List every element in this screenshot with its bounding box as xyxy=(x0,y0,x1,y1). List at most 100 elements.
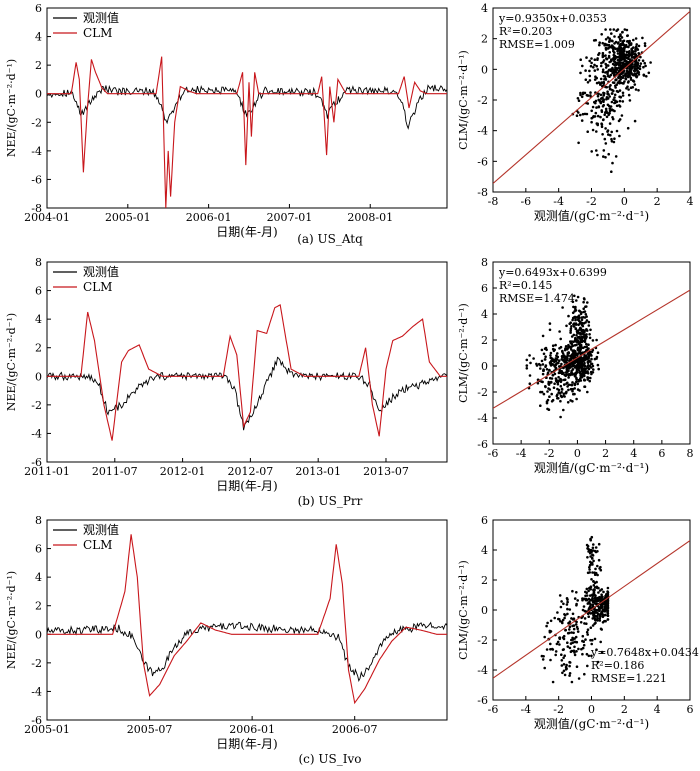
scatter-point xyxy=(580,339,584,343)
scatter-panel: -6 -4 -2 0 2 4 6 8 -6 -4 -2 0 2 4 6 8 观测值/(gC·m⁻²·d⁻¹) CL… xyxy=(457,256,694,475)
scatter-point xyxy=(562,669,566,673)
scatter-point xyxy=(597,92,600,96)
scatter-point xyxy=(528,354,531,357)
x-tick-label: 4 xyxy=(687,195,694,208)
scatter-point xyxy=(584,69,587,72)
scatter-point xyxy=(584,333,587,337)
y-tick-label: 6 xyxy=(481,282,488,295)
scatter-point xyxy=(583,361,586,365)
scatter-point xyxy=(635,67,638,70)
scatter-point xyxy=(588,551,592,555)
y-axis-label: NEE/(gC·m⁻²·d⁻¹) xyxy=(5,59,18,157)
scatter-point xyxy=(540,348,544,352)
scatter-point xyxy=(577,99,581,102)
scatter-point xyxy=(575,665,579,668)
scatter-point xyxy=(589,555,592,558)
scatter-point xyxy=(597,98,600,102)
scatter-point xyxy=(597,542,601,546)
scatter-point xyxy=(597,591,600,594)
scatter-point xyxy=(619,33,622,36)
scatter-point xyxy=(598,606,602,610)
scatter-point xyxy=(596,351,600,355)
scatter-point xyxy=(607,104,611,108)
scatter-point xyxy=(621,100,625,103)
scatter-point xyxy=(629,66,632,70)
scatter-point xyxy=(637,52,640,55)
scatter-point xyxy=(643,42,647,45)
scatter-point xyxy=(525,364,529,367)
scatter-point xyxy=(546,621,549,625)
scatter-point xyxy=(568,660,571,664)
scatter-point xyxy=(586,360,590,364)
scatter-point xyxy=(547,408,551,412)
scatter-point xyxy=(546,390,549,393)
scatter-point xyxy=(620,56,624,59)
scatter-point xyxy=(582,643,586,647)
scatter-point xyxy=(561,671,564,675)
scatter-point xyxy=(566,351,570,355)
scatter-point xyxy=(591,624,595,627)
scatter-point xyxy=(587,547,590,551)
scatter-point xyxy=(622,64,625,68)
time-series-panel: 2004-01 2005-01 2006-01 2007-01 2008-01 -8 -6 -… xyxy=(5,2,448,246)
scatter-point xyxy=(558,636,562,639)
scatter-point xyxy=(634,88,638,91)
scatter-point xyxy=(621,82,624,85)
scatter-point xyxy=(600,61,603,65)
scatter-point xyxy=(564,374,567,378)
panel-caption: (a) US_Atq xyxy=(297,232,363,246)
scatter-point xyxy=(634,49,637,53)
scatter-point xyxy=(581,91,585,95)
scatter-point xyxy=(578,309,581,313)
scatter-point xyxy=(632,55,636,59)
scatter-point xyxy=(574,322,578,325)
scatter-point xyxy=(596,114,600,118)
x-tick-label: -2 xyxy=(586,195,597,208)
scatter-point xyxy=(556,355,560,359)
scatter-point xyxy=(606,111,609,114)
scatter-point xyxy=(557,388,561,392)
scatter-point xyxy=(580,369,584,373)
scatter-point xyxy=(559,415,562,419)
scatter-point xyxy=(587,601,590,605)
scatter-point xyxy=(597,105,601,109)
scatter-point xyxy=(561,306,564,309)
scatter-point xyxy=(601,51,605,55)
scatter-point xyxy=(543,666,546,670)
scatter-point xyxy=(557,359,561,363)
scatter-point xyxy=(569,399,572,402)
scatter-point xyxy=(548,369,551,372)
scatter-point xyxy=(543,358,547,361)
scatter-point xyxy=(600,593,603,596)
scatter-point xyxy=(618,45,621,48)
scatter-point xyxy=(549,658,552,662)
y-tick-label: 0 xyxy=(35,370,42,383)
scatter-point xyxy=(592,115,595,118)
scatter-point xyxy=(613,93,617,97)
y-tick-label: 2 xyxy=(481,33,488,46)
scatter-point xyxy=(604,54,607,57)
scatter-point xyxy=(561,352,565,355)
scatter-point xyxy=(560,664,564,667)
scatter-point xyxy=(589,328,592,332)
y-tick-label: -6 xyxy=(477,155,488,168)
scatter-point xyxy=(604,601,608,604)
scatter-point xyxy=(610,130,613,134)
scatter-point xyxy=(558,330,561,333)
y-tick-label: 6 xyxy=(35,543,42,556)
scatter-point xyxy=(632,79,635,83)
scatter-point xyxy=(549,648,552,651)
scatter-point xyxy=(545,400,549,403)
scatter-point xyxy=(556,397,559,400)
scatter-point xyxy=(565,663,568,667)
scatter-point xyxy=(641,59,645,62)
scatter-point xyxy=(569,331,572,334)
scatter-point xyxy=(612,70,615,74)
scatter-point xyxy=(618,118,622,121)
scatter-point xyxy=(627,57,630,61)
scatter-point xyxy=(618,99,622,103)
scatter-point xyxy=(587,589,590,593)
scatter-point xyxy=(595,338,598,342)
scatter-point xyxy=(574,318,577,322)
scatter-point xyxy=(570,371,573,374)
